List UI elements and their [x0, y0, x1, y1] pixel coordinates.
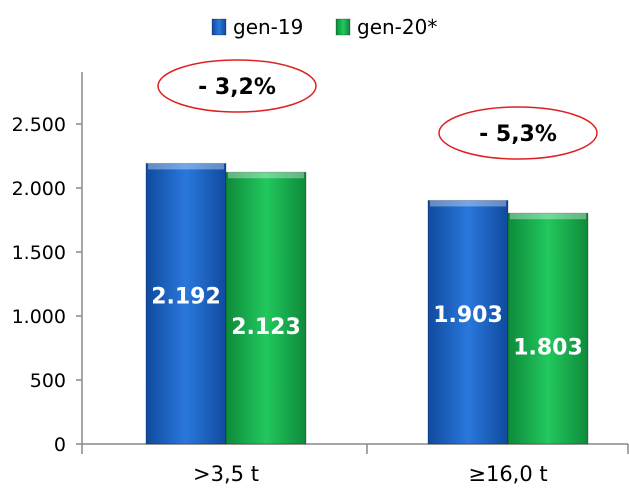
bar-highlight [228, 172, 304, 179]
y-tick-label: 0 [54, 434, 66, 456]
bars: 2.192 2.123 1.903 1.803 [145, 162, 589, 445]
bar-highlight [430, 200, 506, 207]
change-annotation-label: - 3,2% [198, 75, 276, 100]
legend: gen-19 gen-20* [211, 15, 437, 39]
change-annotation-label: - 5,3% [479, 122, 557, 147]
data-label: 2.123 [231, 315, 301, 340]
legend-label: gen-20* [357, 15, 437, 39]
x-category-label: ≥16,0 t [468, 462, 547, 486]
change-annotation-ellipse [157, 59, 317, 113]
y-tick-label: 2.500 [12, 114, 66, 136]
y-tick-label: 500 [30, 370, 66, 392]
y-tick-label: 1.000 [12, 306, 66, 328]
bar [427, 199, 509, 445]
y-tick-label: 2.000 [12, 178, 66, 200]
bar-highlight [148, 163, 224, 170]
data-label: 1.903 [433, 303, 503, 328]
change-annotation-ellipse [438, 106, 598, 160]
data-label: 2.192 [151, 285, 221, 310]
x-category-label: >3,5 t [193, 462, 259, 486]
annotations: - 3,2% - 5,3% [157, 59, 598, 160]
bar [225, 171, 307, 445]
y-tick-label: 1.500 [12, 242, 66, 264]
legend-label: gen-19 [233, 15, 303, 39]
axes: 0 500 1.000 1.500 2.000 2.500 >3,5 t ≥16,0 t [12, 72, 629, 486]
data-label: 1.803 [513, 336, 583, 361]
bar-highlight [510, 213, 586, 220]
bar [507, 212, 589, 445]
legend-swatch [211, 18, 227, 36]
legend-swatch [335, 18, 351, 36]
